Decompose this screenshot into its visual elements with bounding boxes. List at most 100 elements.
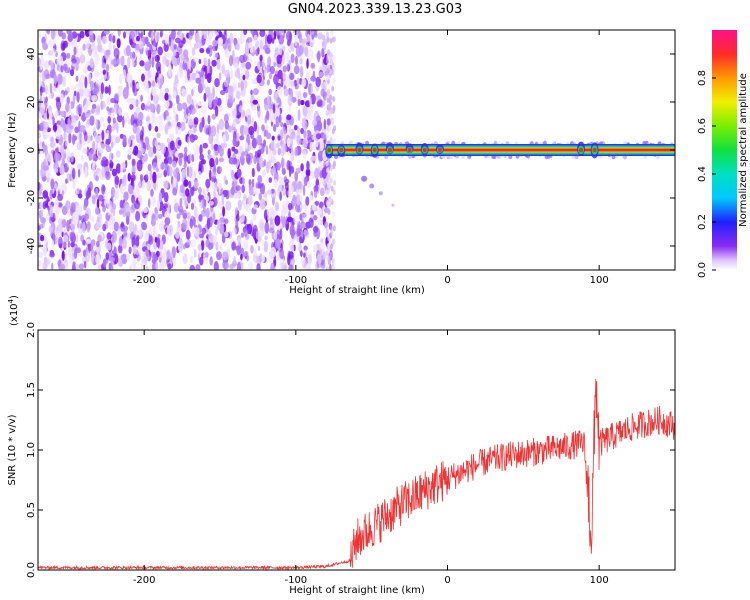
noise-speck xyxy=(254,188,259,196)
noise-speck xyxy=(255,230,260,240)
noise-speck xyxy=(241,150,245,159)
noise-speck xyxy=(122,87,129,100)
noise-speck xyxy=(99,217,103,228)
noise-speck xyxy=(57,184,62,192)
line-bulge-peak xyxy=(372,148,377,152)
noise-speck xyxy=(322,133,327,141)
noise-speck xyxy=(331,128,335,135)
noise-speck xyxy=(106,97,112,105)
noise-speck xyxy=(111,126,115,132)
noise-speck xyxy=(90,108,95,114)
noise-speck xyxy=(256,74,262,84)
noise-speck xyxy=(102,258,107,268)
noise-speck xyxy=(199,122,203,133)
noise-speck xyxy=(320,179,325,185)
noise-speck xyxy=(188,37,192,48)
line-bulge-peak xyxy=(357,148,362,152)
noise-speck xyxy=(106,129,110,135)
noise-speck xyxy=(299,58,303,65)
noise-speck xyxy=(331,265,335,270)
noise-speck xyxy=(273,30,277,40)
colorbar-tick-label: 0.8 xyxy=(697,70,708,86)
noise-speck xyxy=(82,147,88,154)
noise-speck xyxy=(48,225,54,234)
noise-speck xyxy=(273,61,277,67)
noise-speck xyxy=(57,202,63,208)
noise-speck xyxy=(333,137,337,144)
noise-speck xyxy=(199,144,203,156)
noise-speck xyxy=(83,260,87,269)
noise-speck xyxy=(197,101,203,107)
noise-speck xyxy=(236,261,241,270)
noise-speck xyxy=(156,132,161,139)
noise-speck xyxy=(38,241,41,248)
noise-speck xyxy=(68,255,75,264)
noise-speck xyxy=(280,214,286,225)
noise-speck xyxy=(136,235,140,241)
noise-speck xyxy=(172,177,177,188)
x-tick-label: -200 xyxy=(133,275,156,286)
noise-speck xyxy=(50,178,55,190)
noise-speck xyxy=(164,162,169,173)
noise-speck xyxy=(122,237,127,249)
noise-speck xyxy=(196,144,199,154)
noise-speck xyxy=(235,90,241,100)
noise-speck xyxy=(330,107,334,114)
noise-speck xyxy=(307,254,312,266)
noise-speck xyxy=(276,86,283,96)
noise-speck xyxy=(71,113,75,123)
noise-speck xyxy=(85,190,90,201)
noise-speck xyxy=(278,175,283,185)
noise-speck xyxy=(224,48,230,58)
noise-speck xyxy=(79,189,82,196)
snr-x-label: Height of straight line (km) xyxy=(289,585,425,596)
noise-speck xyxy=(205,207,210,219)
noise-speck xyxy=(305,71,310,81)
noise-speck xyxy=(76,91,80,103)
noise-speck xyxy=(273,178,278,188)
noise-speck xyxy=(54,198,59,210)
noise-speck xyxy=(112,207,116,217)
noise-speck xyxy=(140,261,144,270)
noise-speck xyxy=(49,249,54,256)
noise-speck xyxy=(235,43,240,51)
noise-speck xyxy=(138,141,143,151)
noise-speck xyxy=(277,147,282,156)
noise-speck xyxy=(259,198,266,210)
noise-speck xyxy=(135,210,141,222)
noise-speck xyxy=(118,209,123,215)
noise-speck xyxy=(73,46,77,56)
noise-speck xyxy=(86,221,91,233)
noise-speck xyxy=(228,55,234,67)
noise-speck xyxy=(302,137,308,149)
noise-speck xyxy=(282,45,286,52)
noise-speck xyxy=(74,247,78,259)
noise-speck xyxy=(113,252,119,265)
noise-speck xyxy=(232,83,236,90)
noise-speck xyxy=(182,168,187,178)
noise-speck xyxy=(172,103,176,114)
noise-speck xyxy=(107,116,111,124)
noise-speck xyxy=(49,109,53,120)
noise-speck xyxy=(253,34,258,43)
noise-speck xyxy=(199,233,204,239)
noise-speck xyxy=(329,252,333,259)
noise-speck xyxy=(134,199,141,210)
noise-speck xyxy=(152,225,156,233)
noise-speck xyxy=(73,63,78,69)
noise-speck xyxy=(111,153,114,160)
noise-speck xyxy=(144,61,151,72)
noise-speck xyxy=(52,116,55,126)
noise-speck xyxy=(193,42,199,50)
noise-speck xyxy=(123,31,126,39)
noise-speck xyxy=(216,251,222,261)
noise-speck xyxy=(145,142,150,151)
noise-speck xyxy=(43,112,47,121)
noise-speck xyxy=(280,143,287,155)
noise-speck xyxy=(201,227,207,235)
noise-speck xyxy=(328,162,332,169)
noise-speck xyxy=(237,237,242,246)
noise-speck xyxy=(230,186,235,196)
noise-speck xyxy=(166,115,172,121)
noise-speck xyxy=(225,200,232,211)
